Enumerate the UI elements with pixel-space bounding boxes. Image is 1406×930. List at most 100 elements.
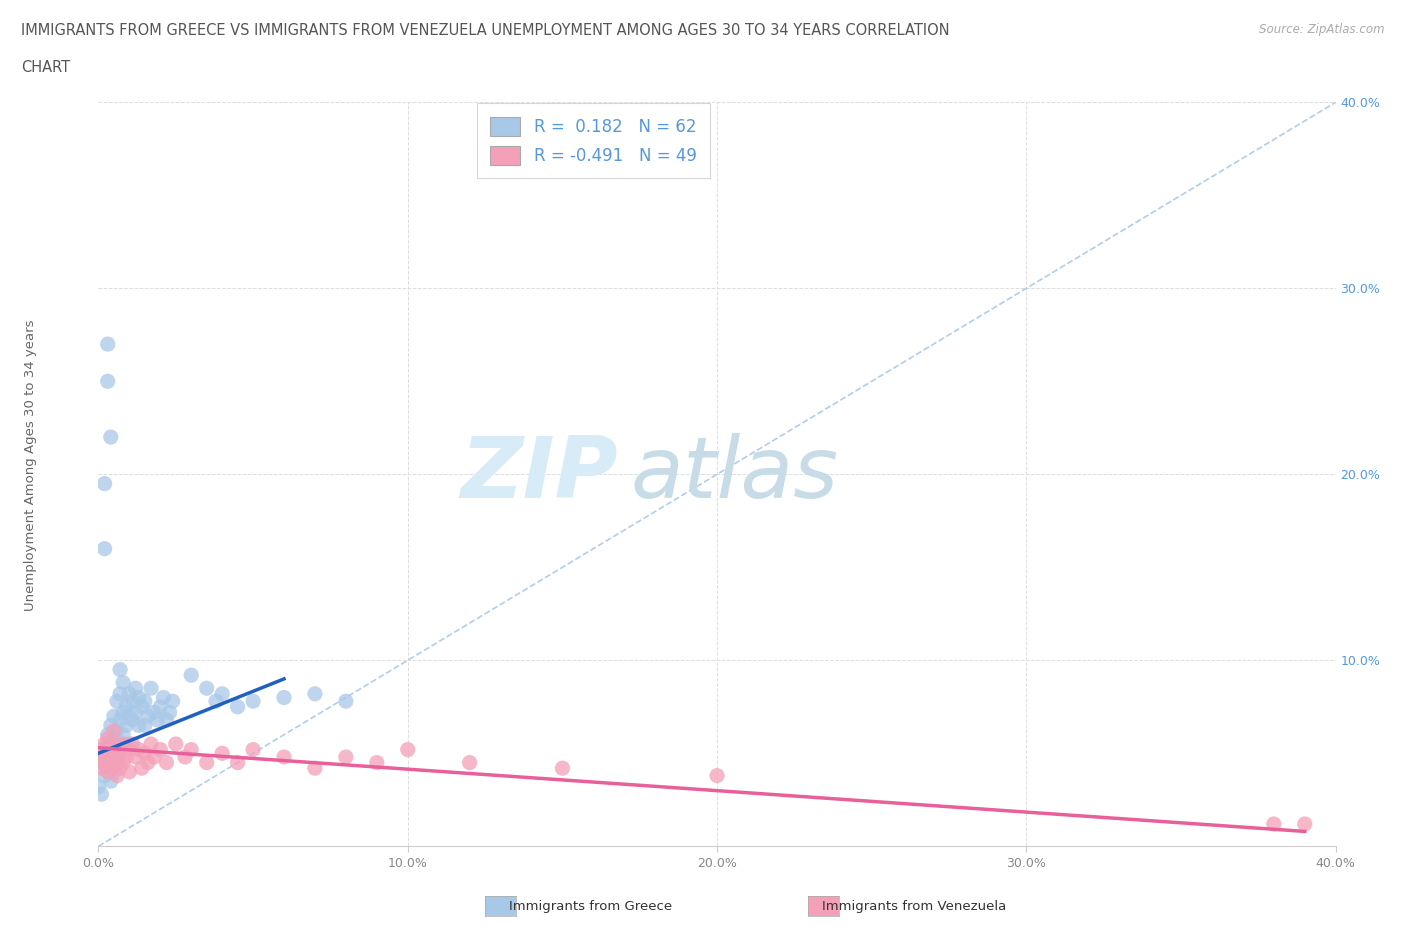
Text: atlas: atlas [630,432,838,516]
Point [112,675,135,690]
Point [180,742,202,757]
Point [118,742,141,757]
Legend: R =  0.182   N = 62, R = -0.491   N = 49: R = 0.182 N = 62, R = -0.491 N = 49 [477,103,710,179]
Point [143,705,166,720]
Point [149,742,172,757]
Point [195,755,218,770]
Point [139,681,162,696]
Point [152,690,174,705]
Point [134,746,156,761]
Point [112,755,135,770]
Point [108,662,131,677]
Point [304,686,326,701]
Point [93,746,115,761]
Point [226,755,249,770]
Point [205,694,228,709]
Point [105,694,128,709]
Point [1263,817,1285,831]
Point [136,709,159,724]
Text: Unemployment Among Ages 30 to 34 years: Unemployment Among Ages 30 to 34 years [24,319,38,611]
Point [87,779,110,794]
Point [108,761,131,776]
Point [706,768,728,783]
Point [108,712,131,727]
Point [108,686,131,701]
Point [131,699,153,714]
Point [128,742,150,757]
Point [136,755,159,770]
Point [121,737,143,751]
Point [273,750,295,764]
Point [97,746,120,761]
Point [396,742,419,757]
Point [115,718,138,733]
Point [100,761,122,776]
Point [105,750,128,764]
Point [90,761,112,776]
Point [90,787,112,802]
Point [103,742,125,757]
Point [211,746,233,761]
Text: Immigrants from Greece: Immigrants from Greece [509,900,672,913]
Point [139,737,162,751]
Point [128,690,150,705]
Point [124,750,146,764]
Point [121,712,143,727]
Point [226,699,249,714]
Point [97,761,120,776]
Point [97,337,120,352]
Point [159,705,181,720]
Point [97,374,120,389]
Point [112,727,135,742]
Point [93,768,115,783]
Point [143,750,166,764]
Point [128,718,150,733]
Point [162,694,184,709]
Point [93,755,115,770]
Point [103,737,125,751]
Point [90,742,112,757]
Point [242,694,264,709]
Point [165,737,187,751]
Point [100,750,122,764]
Point [124,705,146,720]
Point [115,699,138,714]
Point [112,737,135,751]
Point [103,724,125,738]
Point [100,430,122,445]
Point [155,712,177,727]
Point [273,690,295,705]
Text: IMMIGRANTS FROM GREECE VS IMMIGRANTS FROM VENEZUELA UNEMPLOYMENT AMONG AGES 30 T: IMMIGRANTS FROM GREECE VS IMMIGRANTS FRO… [21,23,949,38]
Point [124,681,146,696]
Point [105,724,128,738]
Point [118,709,141,724]
Point [195,681,218,696]
Point [93,737,115,751]
Point [551,761,574,776]
Point [121,694,143,709]
Point [100,718,122,733]
Point [93,476,115,491]
Point [211,686,233,701]
Text: Source: ZipAtlas.com: Source: ZipAtlas.com [1260,23,1385,36]
Point [97,727,120,742]
Point [100,742,122,757]
Point [1294,817,1316,831]
Point [304,761,326,776]
Point [103,731,125,746]
Point [97,737,120,751]
Point [100,774,122,789]
Point [366,755,388,770]
Text: Immigrants from Venezuela: Immigrants from Venezuela [821,900,1007,913]
Point [134,694,156,709]
Point [134,718,156,733]
Point [112,705,135,720]
Point [90,755,112,770]
Point [108,737,131,751]
Point [105,768,128,783]
Point [93,541,115,556]
Point [97,764,120,779]
Point [180,668,202,683]
Point [155,755,177,770]
Point [131,761,153,776]
